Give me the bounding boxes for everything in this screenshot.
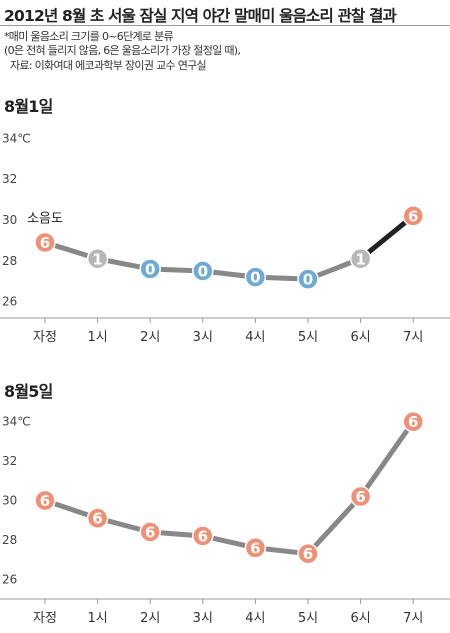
x-tick-label: 1시 [87,330,107,345]
note-scale-detail: (0은 전혀 들리지 않음, 6은 울음소리가 가장 절정일 때), [4,44,241,57]
title-divider [0,25,450,26]
chart-aug5: 34℃ 32 30 28 26 자정 1시 2시 3시 4시 5시 6시 7시 6 6 6 6 6 6 6 6 [0,410,450,626]
data-point-label: 0 [303,271,313,289]
data-point [86,248,109,270]
y-tick-label: 34℃ [2,415,31,429]
series-line-segment [358,419,416,500]
data-point-label: 1 [92,250,102,268]
x-tick-label: 6시 [350,611,370,626]
y-tick-label: 28 [2,254,17,268]
page-title: 2012년 8월 초 서울 잠실 지역 야간 말매미 울음소리 관찰 결과 [4,7,397,25]
data-point-label: 6 [92,510,102,528]
data-point [192,525,214,547]
x-tick-label: 3시 [193,330,213,345]
data-point-label: 6 [145,524,155,542]
data-point [349,485,372,508]
y-tick-label: 32 [2,454,17,468]
x-tick-label: 5시 [298,611,318,626]
y-tick-label: 30 [2,213,17,227]
x-tick-label: 4시 [245,330,265,345]
data-point-label: 6 [408,207,418,225]
data-point [192,260,214,282]
data-point [402,205,424,227]
series-line-segment [358,213,416,262]
data-point [244,266,267,288]
data-point [34,489,56,512]
y-tick-label: 34℃ [2,131,31,145]
y-tick-label: 30 [2,494,17,508]
y-tick-label: 28 [2,533,17,547]
data-point-label: 1 [355,250,365,268]
data-point-label: 0 [250,269,260,287]
data-point-label: 6 [250,539,260,557]
x-tick-label: 1시 [87,611,107,626]
x-tick-label: 4시 [245,611,265,626]
source-note: 자료: 이화여대 에코과학부 장이권 교수 연구실 [10,59,207,72]
noise-level-annotation: 소음도 [27,211,63,226]
data-point-label: 0 [145,260,155,278]
data-point [297,268,319,290]
x-tick-label: 자정 [33,330,57,345]
x-tick-label: 7시 [403,611,423,626]
data-point [349,248,372,270]
data-point [244,537,267,559]
data-point-label: 6 [355,488,365,506]
data-point-label: 6 [40,492,50,510]
y-tick-label: 26 [2,295,17,309]
data-point [297,542,319,565]
x-tick-label: 5시 [298,330,318,345]
note-scale: *매미 울음소리 크기를 0~6단계로 분류 [4,30,174,43]
y-tick-label: 32 [2,172,17,186]
chart-title-aug1: 8월1일 [4,97,53,116]
data-point [139,258,161,280]
data-point-label: 6 [198,527,208,545]
x-tick-label: 2시 [140,611,160,626]
data-point-label: 6 [303,545,313,563]
data-point-label: 0 [198,263,208,281]
data-point [34,231,56,254]
x-tick-label: 3시 [193,611,213,626]
data-point [402,410,424,433]
data-point [86,507,109,529]
x-tick-label: 2시 [140,330,160,345]
data-point [139,521,161,543]
chart-title-aug5: 8월5일 [4,382,53,401]
chart-aug1: 34℃ 32 30 28 26 자정 1시 2시 3시 4시 5시 6시 7시 소음도 6 1 0 0 0 0 1 6 [0,131,450,345]
y-tick-label: 26 [2,572,17,586]
x-tick-label: 자정 [33,611,57,626]
data-point-label: 6 [408,413,418,431]
series-line-segment [305,494,364,557]
data-point-label: 6 [40,234,50,252]
x-tick-label: 7시 [403,330,423,345]
x-tick-label: 6시 [350,330,370,345]
